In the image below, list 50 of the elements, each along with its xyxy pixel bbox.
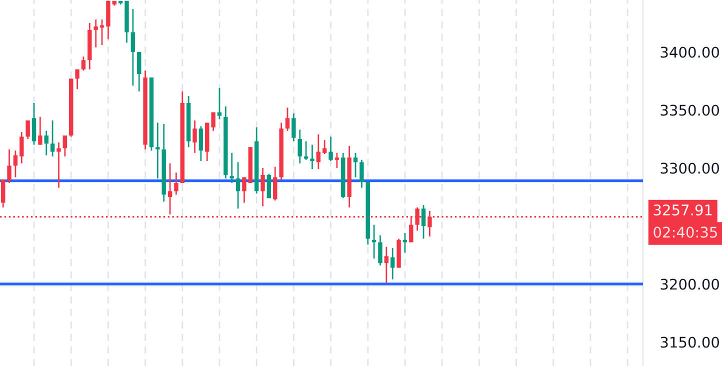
- candlestick: [44, 130, 48, 156]
- y-tick-label: 3350.00: [660, 104, 720, 116]
- candlestick: [260, 167, 265, 207]
- candlestick: [13, 150, 18, 178]
- candlestick: [384, 246, 389, 284]
- candlestick: [32, 102, 36, 146]
- candlestick: [174, 172, 178, 196]
- candlestick: [20, 131, 24, 164]
- y-tick-label: 3200.00: [660, 278, 720, 290]
- candlestick: [360, 159, 364, 188]
- candlestick: [334, 152, 340, 169]
- candlestick: [130, 8, 136, 86]
- candlestick: [292, 112, 296, 142]
- candlestick: [81, 56, 86, 72]
- candlestick: [168, 162, 172, 216]
- y-tick-label: 3300.00: [660, 162, 720, 174]
- y-tick-label: 3150.00: [660, 336, 720, 348]
- candlestick: [75, 68, 80, 90]
- ref-line-label: 3257.91: [654, 204, 712, 216]
- candlestick: [156, 122, 160, 180]
- candlestick: [285, 106, 290, 132]
- candlestick: [353, 152, 358, 178]
- candlestick: [421, 204, 426, 240]
- candlestick: [273, 166, 278, 202]
- candlestick: [298, 129, 302, 164]
- text: 02:40:35: [654, 226, 717, 238]
- candlestick: [50, 120, 55, 158]
- candlestick: [198, 126, 204, 162]
- candlestick: [211, 112, 216, 132]
- candlestick: [266, 173, 272, 199]
- candlestick: [328, 136, 333, 162]
- candlestick: [316, 134, 321, 170]
- candlestick: [390, 247, 395, 280]
- candlestick: [62, 134, 68, 158]
- y-tick-label: 3400.00: [660, 46, 720, 58]
- candlestick: [310, 144, 314, 170]
- candlestick: [7, 148, 12, 184]
- candlestick: [38, 116, 42, 146]
- candlestick: [217, 87, 222, 120]
- candlestick: [242, 176, 246, 204]
- candlestick: [56, 142, 61, 188]
- candlestick: [0, 178, 6, 208]
- candlestick: [137, 51, 142, 92]
- candlestick: [322, 139, 327, 155]
- candlestick: [236, 161, 240, 210]
- candlestick: [192, 120, 197, 154]
- candlestick: [230, 152, 234, 184]
- candlestick: [94, 18, 98, 48]
- candlestick: [26, 120, 30, 140]
- candlestick: [378, 234, 382, 266]
